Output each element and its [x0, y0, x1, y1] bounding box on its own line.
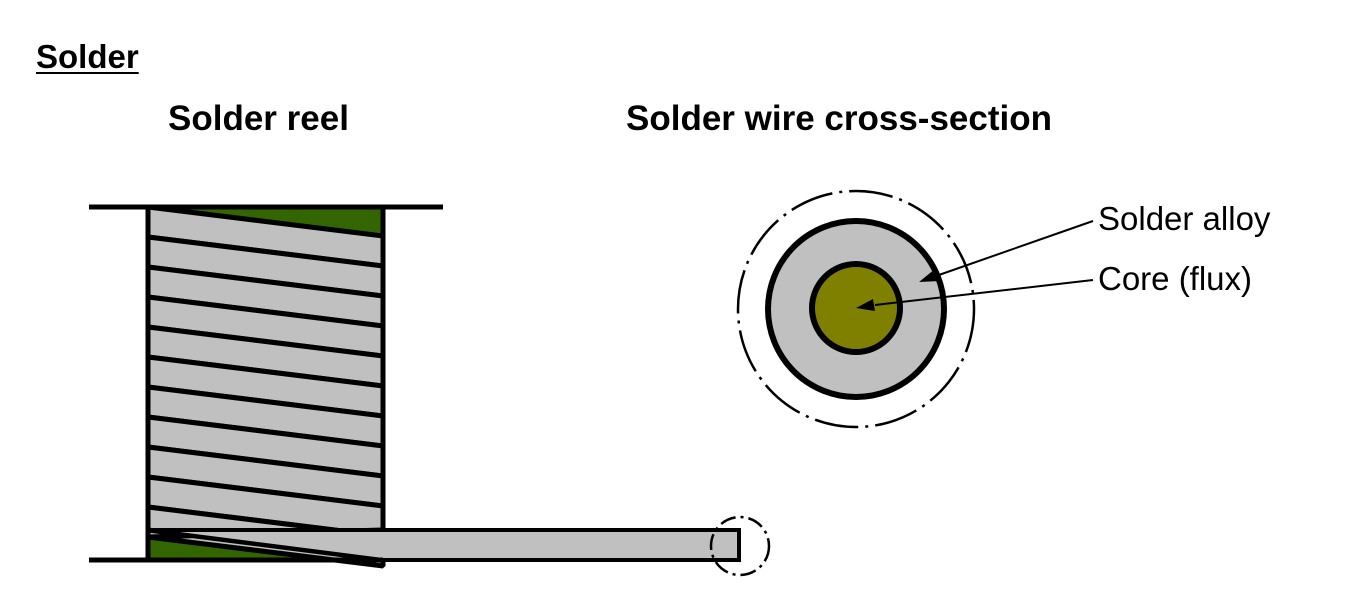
reel-heading: Solder reel	[168, 99, 349, 138]
wire-exit	[147, 528, 741, 562]
page-title: Solder	[36, 38, 139, 75]
cross-section-boundary	[736, 189, 976, 429]
section-marker-circle	[709, 515, 771, 577]
core-arrowhead	[856, 299, 875, 311]
alloy-arrowhead	[919, 269, 940, 282]
alloy-leader-line	[935, 220, 1094, 277]
coil-turns	[145, 204, 386, 569]
wire-cross-section	[736, 189, 1094, 429]
cross-section-heading: Solder wire cross-section	[626, 99, 1052, 138]
solder-reel	[89, 204, 771, 577]
label-core-flux: Core (flux)	[1098, 260, 1253, 297]
label-solder-alloy: Solder alloy	[1098, 200, 1271, 237]
core-leader-line	[874, 279, 1094, 306]
